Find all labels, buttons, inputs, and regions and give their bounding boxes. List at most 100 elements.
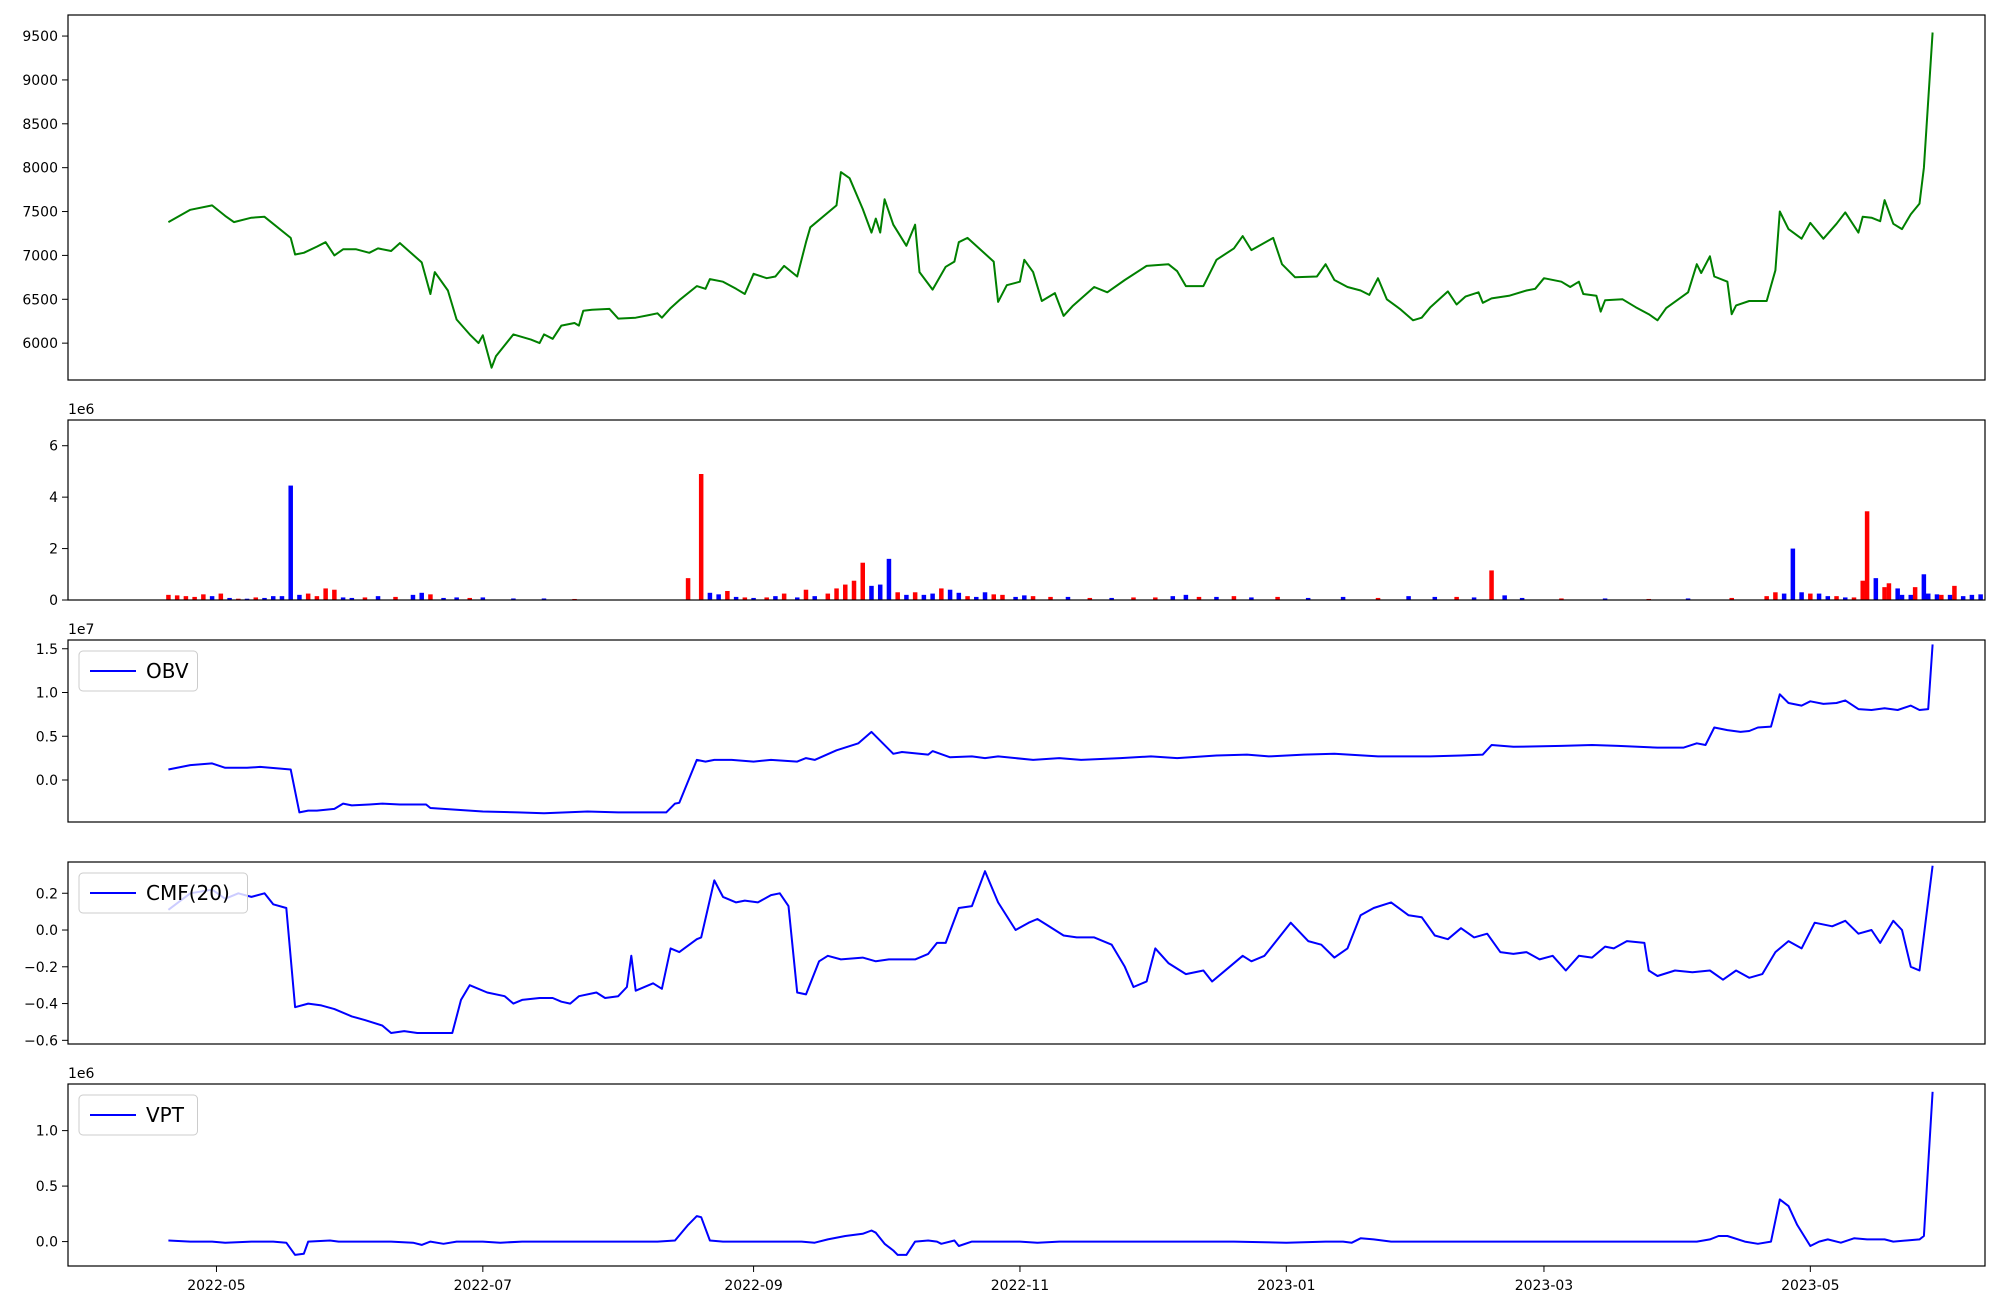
volume-bar <box>1231 596 1237 600</box>
volume-bar <box>1183 594 1189 600</box>
volume-bar <box>877 584 883 600</box>
volume-bar <box>1843 597 1848 600</box>
volume-bar <box>1502 595 1507 600</box>
volume-bar <box>270 596 276 600</box>
volume-bar <box>1912 587 1918 600</box>
volume-bar <box>1790 548 1796 600</box>
volume-panel: 0 2 4 6 1e6 <box>49 402 1992 609</box>
y-tick-label: 7000 <box>22 248 58 264</box>
volume-bar <box>843 584 848 600</box>
volume-bar <box>362 597 368 600</box>
volume-bar <box>921 594 927 600</box>
volume-bar <box>1816 593 1822 600</box>
volume-bar <box>1939 594 1944 600</box>
series-line <box>167 32 1934 369</box>
volume-bar <box>1873 578 1879 600</box>
volume-bar <box>930 593 935 600</box>
volume-bar <box>947 589 953 600</box>
volume-bar <box>183 596 189 600</box>
volume-bar <box>467 597 472 600</box>
volume-bar <box>174 595 180 600</box>
volume-bar <box>279 596 285 600</box>
volume-bar <box>912 592 918 600</box>
volume-bar <box>707 592 713 600</box>
volume-bar <box>1825 596 1831 600</box>
plot-area <box>167 865 1934 1034</box>
volume-bar <box>1864 511 1870 600</box>
plot-area <box>168 1091 1934 1256</box>
volume-bar <box>236 598 241 600</box>
axes-frame <box>67 1083 1986 1267</box>
volume-bar <box>218 593 224 600</box>
volume-bar <box>1987 591 1992 600</box>
series-line <box>168 644 1934 815</box>
volume-bar <box>1886 583 1892 600</box>
volume-bar <box>1375 597 1381 600</box>
volume-bar <box>1882 587 1887 600</box>
x-axis: 2022-05 2022-07 2022-09 2022-11 2023-01 2023-… <box>187 1266 1840 1294</box>
volume-bar <box>166 594 171 600</box>
x-tick-label: 2022-09 <box>724 1278 783 1294</box>
volume-bar <box>480 597 486 600</box>
volume-bar <box>1471 597 1477 600</box>
y-tick-label: 9500 <box>22 29 58 45</box>
volume-bar <box>1013 596 1018 600</box>
volume-bar <box>725 591 730 600</box>
legend-label: OBV <box>146 659 189 683</box>
axis-offset-label: 1e7 <box>68 622 94 638</box>
volume-bar <box>1908 594 1914 600</box>
volume-bar <box>201 594 206 600</box>
x-tick-label: 2022-11 <box>991 1278 1050 1294</box>
volume-bar <box>349 597 355 600</box>
volume-bar <box>1087 597 1093 600</box>
volume-bar <box>1860 580 1865 600</box>
volume-bar <box>288 485 293 600</box>
y-tick-label: 7500 <box>22 205 58 221</box>
volume-bar <box>982 592 988 600</box>
volume-bar <box>1406 596 1411 600</box>
volume-bar <box>1196 596 1202 600</box>
volume-bar <box>1519 597 1525 600</box>
volume-bar <box>1602 598 1608 600</box>
volume-bar <box>812 596 817 600</box>
volume-bar <box>305 593 311 600</box>
legend: OBV <box>78 650 198 692</box>
volume-bar <box>1065 596 1071 600</box>
volume-bar <box>851 580 857 600</box>
volume-bar <box>751 597 756 600</box>
volume-bar <box>1969 594 1975 600</box>
volume-bar <box>1000 594 1005 600</box>
volume-bar <box>1952 585 1957 600</box>
x-tick-label: 2023-03 <box>1515 1278 1574 1294</box>
volume-bar <box>209 596 215 600</box>
y-tick-label: −0.4 <box>24 997 58 1013</box>
volume-bar <box>974 596 979 600</box>
volume-bar <box>244 598 250 600</box>
volume-bar <box>834 588 839 600</box>
y-tick-label: 8000 <box>22 161 58 177</box>
y-tick-label: 1.0 <box>36 1124 58 1140</box>
volume-bar <box>1340 596 1346 600</box>
volume-bar <box>825 593 831 600</box>
volume-bar <box>253 597 259 600</box>
axis-offset-label: 1e6 <box>68 1066 95 1082</box>
y-tick-label: 0.2 <box>36 886 58 902</box>
volume-bar <box>781 593 787 600</box>
y-tick-label: 6000 <box>22 336 58 352</box>
volume-bar <box>340 597 346 600</box>
obv-panel: 0.0 0.5 1.0 1.5 1e7 OBV <box>36 622 1986 823</box>
volume-bar <box>1899 594 1905 600</box>
volume-bar <box>1153 597 1158 600</box>
volume-bar <box>393 596 398 600</box>
volume-bar <box>1131 597 1136 600</box>
volume-bar <box>1214 596 1219 600</box>
x-tick-label: 2023-05 <box>1781 1278 1840 1294</box>
volume-bar <box>1773 592 1778 600</box>
volume-bar <box>1559 598 1564 600</box>
y-tick-label: 0.0 <box>36 1235 58 1251</box>
volume-bar <box>716 594 721 600</box>
volume-bar <box>794 597 800 600</box>
volume-bar <box>1960 596 1966 600</box>
volume-bar <box>1305 597 1311 600</box>
